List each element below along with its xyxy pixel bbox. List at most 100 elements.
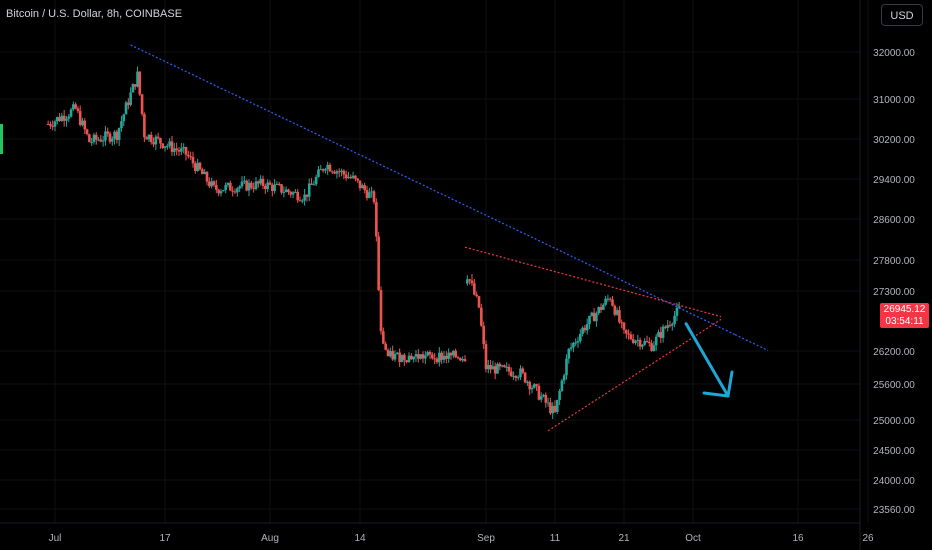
candle-body [452,350,455,356]
candle-body [567,348,571,359]
candle-body [49,124,52,126]
candle-body [433,358,436,360]
candle-body [259,178,262,184]
candle-body [650,343,653,351]
candle-body [168,141,171,146]
candle-body [81,120,84,125]
candle-body [124,102,128,115]
candle-body [491,366,495,370]
candle-body [551,406,554,414]
candle-body [569,347,573,349]
candle-body [372,191,376,203]
candle-body [426,351,429,356]
candle-body [431,354,434,359]
candle-body [97,139,100,141]
candle-body [159,138,162,144]
candle-body [131,84,135,93]
candle-body [140,94,144,115]
candle-body [576,341,580,343]
candle-body [365,190,369,198]
candle-body [331,171,334,173]
candle-body [264,185,267,190]
candle-body [673,315,676,324]
candle-body [254,181,258,189]
candle-body [398,352,401,363]
candle-body [344,174,348,179]
candle-body [289,192,293,195]
time-tick-label: 11 [550,533,561,544]
candle-body [245,180,248,191]
candle-body [643,341,646,345]
price-axis[interactable]: 32000.00 31000.00 30200.00 29400.00 28600.00… [873,48,915,516]
price-tick-label: 27300.00 [873,287,915,298]
trendline-extension [734,334,769,351]
candle-body [138,71,142,95]
candle-body [386,349,390,357]
candle-body [198,162,202,170]
candle-body [108,133,112,142]
currency-button[interactable]: USD [881,4,923,26]
candle-body [622,322,626,330]
candle-body [625,329,628,334]
candle-body [493,366,497,374]
candle-body [358,180,362,189]
candle-body [46,124,50,125]
price-tick-label: 31000.00 [873,95,915,106]
candle-body [602,304,605,310]
candle-body [133,84,137,87]
arrow-shaft[interactable] [684,322,730,398]
candle-body [189,156,192,158]
candle-body [463,359,467,362]
price-tick-label: 28600.00 [873,215,915,226]
candle-body [326,164,329,170]
candle-body [145,137,148,140]
candle-body [438,352,441,363]
candle-body [337,171,341,173]
candle-body [456,357,460,359]
candle-body [349,176,353,178]
candle-body [375,202,378,237]
candle-body [535,384,538,386]
time-tick-label: 26 [862,533,874,544]
candle-body [252,187,255,189]
trendline[interactable] [547,318,722,432]
candle-body [634,340,637,343]
candle-body [583,327,587,331]
candle-body [83,120,87,130]
trendline[interactable] [464,246,722,318]
price-tick-label: 32000.00 [873,48,915,59]
candle-body [470,280,474,284]
candle-body [303,194,306,201]
candle-body [620,322,623,324]
candle-body [652,345,656,351]
time-axis[interactable]: Jul 17 Aug 14 Sep 11 21 Oct 16 26 [49,533,874,544]
price-tick-label: 23560.00 [873,505,915,516]
candle-body [55,117,59,122]
candle-body [417,354,420,359]
candle-body [389,351,392,357]
candle-body [191,156,195,164]
candle-body [354,175,357,179]
candle-body [405,360,408,363]
candle-body [668,325,672,327]
candle-body [328,164,332,172]
candle-body [588,315,591,325]
time-tick-label: Oct [685,533,701,544]
candle-body [414,354,418,357]
candle-body [526,381,529,383]
candle-body [654,336,658,346]
candle-body [606,298,610,300]
candle-body [69,109,73,117]
candle-body [581,327,584,334]
candle-body [454,350,457,358]
bar-countdown: 03:54:11 [885,316,924,327]
candle-body [361,185,364,189]
candle-body [489,364,492,370]
candle-body [282,192,286,194]
candle-body [636,339,640,341]
candle-body [294,191,297,193]
candle-body [407,355,411,363]
time-tick-label: Aug [261,533,279,544]
candle-body [562,375,566,381]
